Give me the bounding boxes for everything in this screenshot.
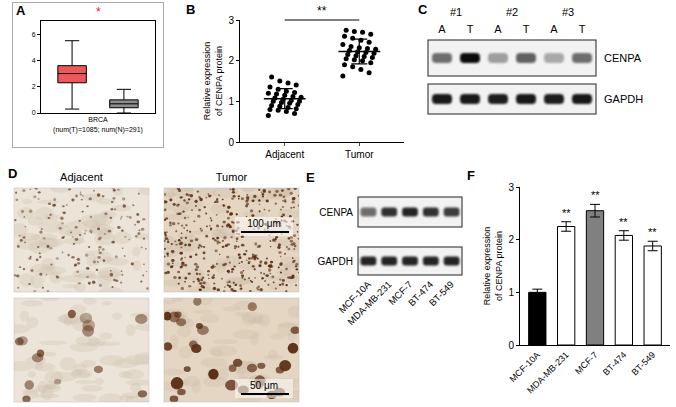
html-text:A: A (16, 3, 26, 18)
svg-text:CENPA: CENPA (319, 207, 353, 218)
svg-text:CENPA: CENPA (604, 52, 642, 64)
svg-text:T: T (579, 23, 586, 35)
svg-text:MDA-MB-231: MDA-MB-231 (345, 279, 393, 327)
svg-text:#1: #1 (450, 6, 462, 18)
svg-text:GAPDH: GAPDH (317, 256, 353, 267)
svg-text:0: 0 (228, 137, 234, 148)
svg-text:MDA-MB-231: MDA-MB-231 (525, 350, 571, 396)
svg-text:**: ** (648, 226, 657, 238)
svg-text:4: 4 (32, 57, 36, 64)
svg-text:3: 3 (508, 182, 514, 193)
html-text:B: B (186, 2, 196, 17)
svg-text:#3: #3 (562, 6, 574, 18)
svg-text:Tumor: Tumor (216, 171, 248, 183)
svg-text:MCF-10A: MCF-10A (508, 350, 542, 384)
svg-text:3: 3 (228, 15, 234, 26)
svg-text:**: ** (317, 4, 327, 18)
svg-text:Adjacent: Adjacent (265, 149, 304, 160)
svg-text:A: A (438, 23, 446, 35)
svg-text:BRCA(num(T)=1085; num(N)=291): BRCA(num(T)=1085; num(N)=291) (53, 116, 143, 133)
svg-text:2: 2 (32, 83, 36, 90)
svg-text:BT-474: BT-474 (405, 278, 436, 309)
svg-text:GAPDH: GAPDH (604, 93, 643, 105)
svg-text:BT-474: BT-474 (601, 350, 629, 378)
svg-text:A: A (494, 23, 502, 35)
svg-text:BT-549: BT-549 (427, 279, 456, 308)
svg-text:MCF-7: MCF-7 (386, 278, 415, 307)
svg-text:Relative expressionof CENPA pr: Relative expressionof CENPA protein (482, 227, 504, 306)
svg-text:6: 6 (32, 31, 36, 38)
svg-text:**: ** (619, 216, 628, 228)
svg-text:**: ** (562, 207, 571, 219)
svg-text:0: 0 (32, 109, 36, 116)
svg-text:Adjacent: Adjacent (60, 171, 103, 183)
svg-text:MCF-10A: MCF-10A (336, 278, 373, 316)
svg-text:T: T (523, 23, 530, 35)
svg-text:Tumor: Tumor (345, 149, 374, 160)
svg-text:#2: #2 (506, 6, 518, 18)
svg-text:1: 1 (228, 96, 234, 107)
svg-text:*: * (96, 5, 101, 19)
html-text:C: C (418, 2, 428, 17)
html-text:E: E (306, 170, 315, 185)
html-text:F: F (467, 168, 475, 183)
svg-text:**: ** (591, 189, 600, 201)
svg-text:100 μm: 100 μm (247, 218, 281, 229)
svg-text:MCF-7: MCF-7 (573, 350, 600, 377)
svg-text:1: 1 (508, 287, 514, 298)
svg-text:A: A (550, 23, 558, 35)
svg-text:2: 2 (508, 234, 514, 245)
svg-text:T: T (467, 23, 474, 35)
svg-text:50 μm: 50 μm (250, 380, 278, 391)
svg-text:Relative expressionof CENPA pr: Relative expressionof CENPA protein (202, 42, 224, 121)
svg-text:2: 2 (228, 55, 234, 66)
html-text:D: D (8, 166, 18, 181)
svg-text:0: 0 (508, 340, 514, 351)
svg-text:BT-549: BT-549 (630, 350, 658, 378)
